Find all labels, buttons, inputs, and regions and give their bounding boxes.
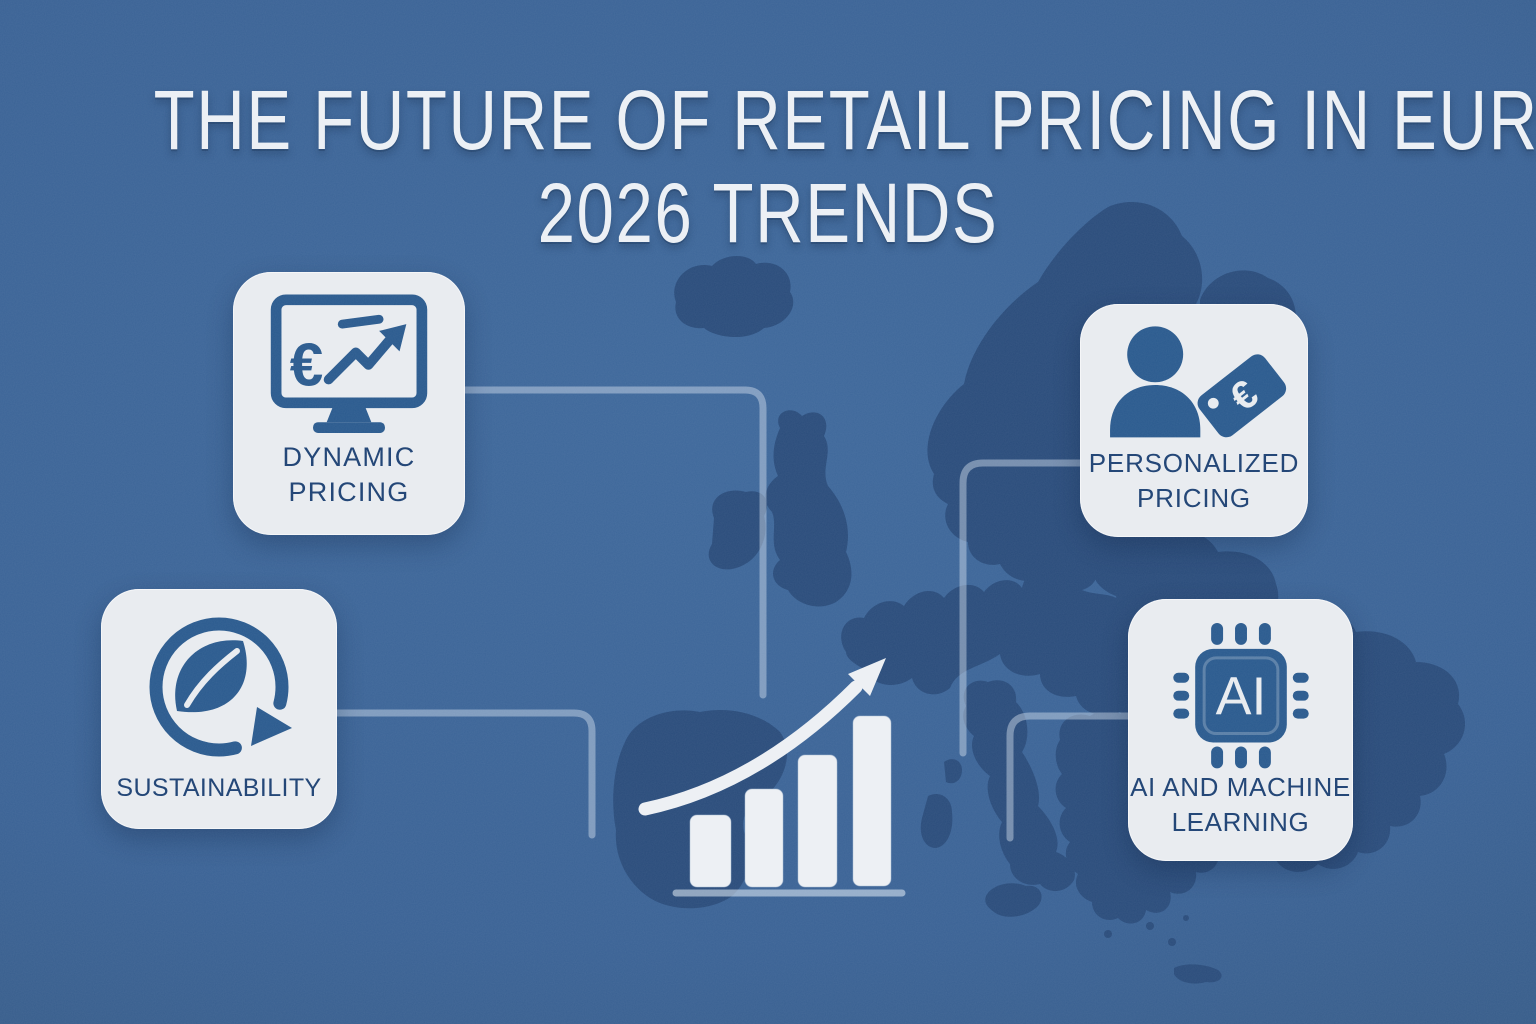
map-great-britain (765, 410, 852, 607)
chart-bar (852, 715, 892, 887)
europe-map (613, 201, 1466, 984)
chart-bar (797, 754, 838, 888)
title-line-1: THE FUTURE OF RETAIL PRICING IN EUROPE (153, 73, 1536, 167)
card-label: DYNAMIC PRICING (282, 441, 416, 508)
leaf-recycle-icon (149, 617, 292, 757)
infographic-title: THE FUTURE OF RETAIL PRICING IN EUROPE 2… (153, 73, 1536, 260)
title-line-2: 2026 TRENDS (537, 166, 999, 260)
map-crete (1174, 964, 1222, 984)
card-sustainability: SUSTAINABILITY (101, 589, 337, 829)
monitor-euro-symbol: € (290, 330, 324, 398)
chart-bar (744, 788, 784, 888)
map-island (1104, 930, 1112, 938)
monitor-euro-trend-icon: € (270, 294, 428, 433)
card-ai-machine-learning: AI AI AND MACHINE LEARNING (1128, 599, 1353, 861)
map-sardinia (920, 793, 953, 848)
chart-bar (689, 814, 732, 888)
chip-ai-text: AI (1215, 667, 1266, 727)
map-sicily (985, 883, 1042, 917)
ai-chip-icon: AI (1172, 622, 1309, 769)
map-corsica (944, 759, 962, 784)
card-personalized-pricing: € PERSONALIZED PRICING (1080, 304, 1308, 537)
card-dynamic-pricing: € DYNAMIC PRICING (233, 272, 465, 535)
card-label: AI AND MACHINE LEARNING (1130, 772, 1351, 837)
map-ireland (708, 490, 768, 570)
map-island (1168, 938, 1176, 946)
map-island (1127, 901, 1137, 911)
map-island (1146, 922, 1154, 930)
person-price-tag-icon: € (1110, 326, 1287, 438)
map-iceland (674, 255, 794, 338)
map-island (1183, 915, 1189, 921)
connector-sustainability (333, 709, 596, 839)
card-label: PERSONALIZED PRICING (1088, 448, 1300, 513)
card-label: SUSTAINABILITY (116, 774, 322, 802)
